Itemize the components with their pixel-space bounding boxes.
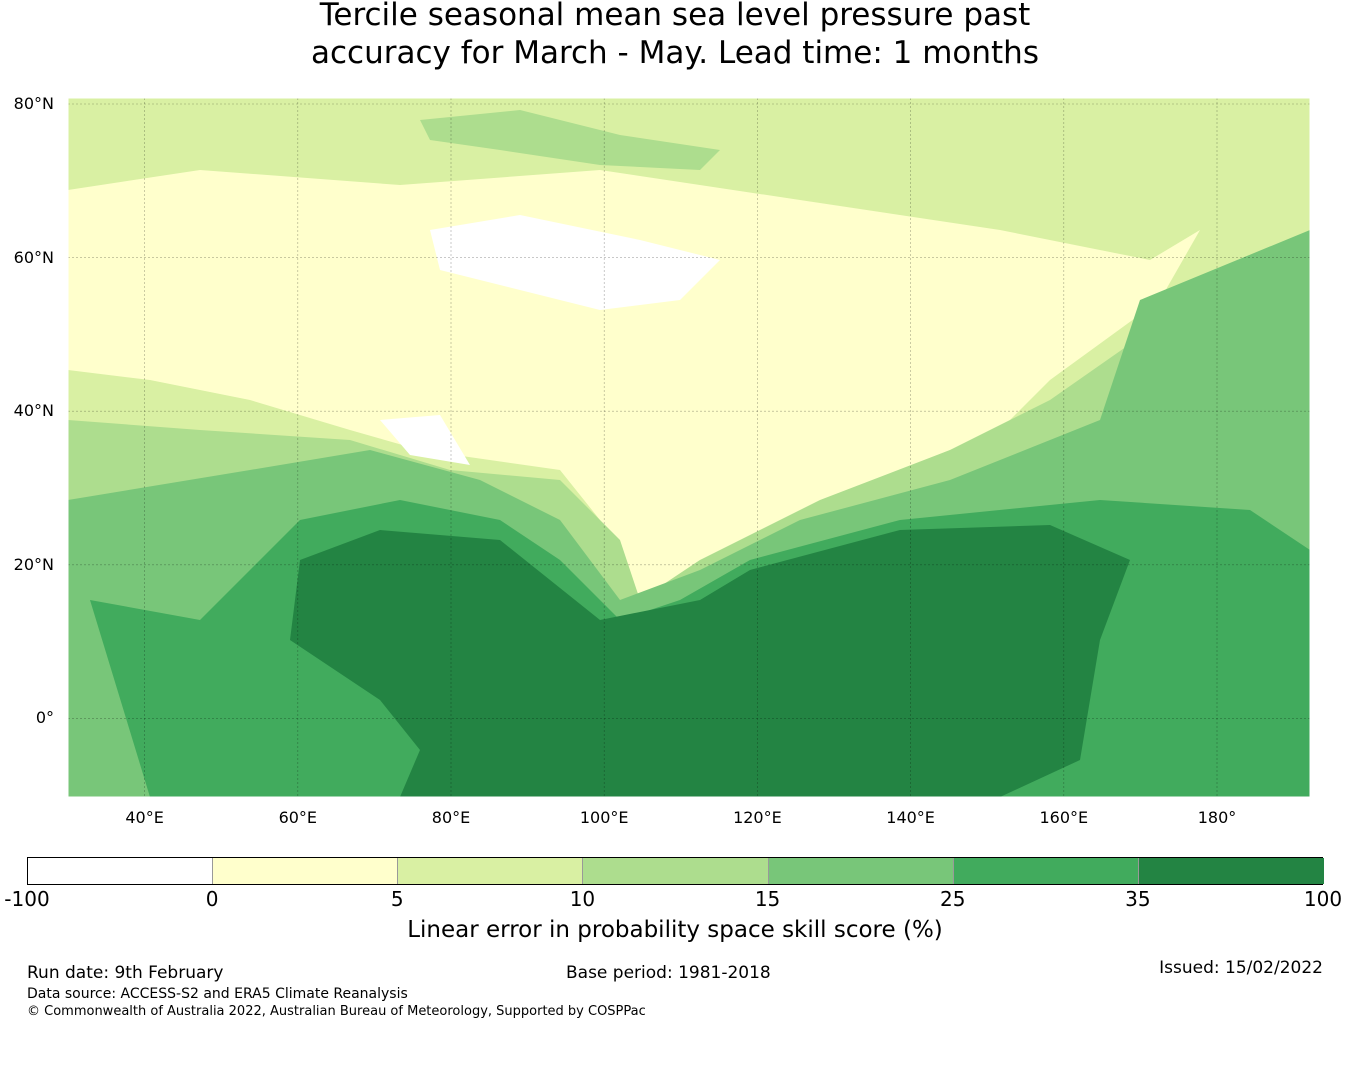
copyright: © Commonwealth of Australia 2022, Austra… [27,1004,646,1019]
graticule [68,98,1310,797]
lon-tick-label: 100°E [579,808,629,827]
lon-tick-label: 80°E [431,808,471,827]
region-negative-1 [430,215,720,310]
colorbar-tick-label: 10 [569,887,596,911]
colorbar-segment [953,858,1139,884]
lat-tick-label: 80°N [13,94,54,113]
colorbar-tick-label: 100 [1303,887,1343,911]
colorbar-segment [398,858,584,884]
region-35-100 [290,525,1130,797]
colorbar-tick-label: -100 [4,887,50,911]
colorbar-tick-label: 5 [390,887,404,911]
lon-tick-label: 40°E [125,808,164,827]
title-line-2: accuracy for March - May. Lead time: 1 m… [311,35,1039,71]
lon-tick-label: 60°E [278,808,318,827]
colorbar-tick-label: 35 [1125,887,1151,911]
region-0-5 [68,170,1200,600]
lat-tick-label: 40°N [13,401,54,421]
lon-tick-label: 180° [1197,808,1237,827]
colorbar-segment [213,858,399,884]
colorbar-label: Linear error in probability space skill … [407,917,943,943]
data-source: Data source: ACCESS-S2 and ERA5 Climate … [27,986,408,1002]
colorbar-tick-label: 25 [939,887,966,911]
run-date: Run date: 9th February [27,963,224,983]
lon-tick-label: 120°E [733,808,782,827]
lat-tick-label: 60°N [13,247,54,267]
lat-tick-label: 20°N [13,554,54,574]
title-line-1: Tercile seasonal mean sea level pressure… [319,0,1031,33]
lon-tick-label: 160°E [1039,808,1089,827]
skill-map [68,98,1310,797]
issued-date: Issued: 15/02/2022 [1159,958,1323,978]
colorbar [27,857,1324,885]
region-negative-2 [380,415,470,465]
region-10-15-north [420,110,720,170]
colorbar-segment [768,858,954,884]
colorbar-segment [28,858,214,884]
colorbar-tick-label: 15 [754,887,781,911]
colorbar-tick-label: 0 [205,887,219,911]
colorbar-segment [1138,858,1324,884]
colorbar-segment [583,858,769,884]
lat-tick-label: 0° [35,708,54,728]
base-period: Base period: 1981-2018 [566,963,771,983]
lon-tick-label: 140°E [886,808,935,827]
